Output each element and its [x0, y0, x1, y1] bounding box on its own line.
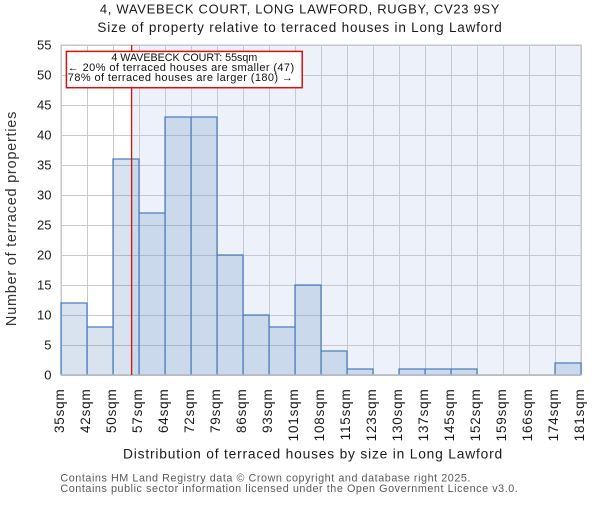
svg-text:35: 35: [37, 157, 51, 172]
svg-text:137sqm: 137sqm: [416, 389, 431, 442]
svg-text:50: 50: [37, 67, 51, 82]
svg-text:86sqm: 86sqm: [234, 389, 249, 434]
svg-text:← 20% of terraced houses are s: ← 20% of terraced houses are smaller (47…: [68, 62, 295, 74]
svg-text:152sqm: 152sqm: [468, 389, 483, 442]
svg-text:55: 55: [37, 37, 51, 52]
svg-text:42sqm: 42sqm: [78, 389, 93, 434]
svg-text:0: 0: [44, 367, 51, 382]
svg-text:50sqm: 50sqm: [104, 389, 119, 434]
svg-text:4 WAVEBECK COURT: 55sqm: 4 WAVEBECK COURT: 55sqm: [111, 52, 257, 64]
svg-text:79sqm: 79sqm: [208, 389, 223, 434]
svg-text:35sqm: 35sqm: [52, 389, 67, 434]
svg-text:40: 40: [37, 127, 51, 142]
svg-text:174sqm: 174sqm: [546, 389, 561, 442]
svg-text:130sqm: 130sqm: [390, 389, 405, 442]
svg-text:159sqm: 159sqm: [494, 389, 509, 442]
svg-text:45: 45: [37, 97, 51, 112]
svg-text:123sqm: 123sqm: [364, 389, 379, 442]
svg-text:64sqm: 64sqm: [156, 389, 171, 434]
svg-text:108sqm: 108sqm: [312, 389, 327, 442]
svg-text:Size of property relative to t: Size of property relative to terraced ho…: [97, 20, 502, 35]
svg-text:115sqm: 115sqm: [338, 389, 353, 441]
svg-text:4, WAVEBECK COURT, LONG LAWFOR: 4, WAVEBECK COURT, LONG LAWFORD, RUGBY, …: [100, 2, 500, 17]
svg-text:20: 20: [37, 247, 51, 262]
svg-text:25: 25: [37, 217, 51, 232]
svg-text:93sqm: 93sqm: [260, 389, 275, 434]
svg-text:10: 10: [37, 307, 51, 322]
svg-text:Distribution of terraced house: Distribution of terraced houses by size …: [123, 447, 503, 462]
svg-text:181sqm: 181sqm: [572, 389, 587, 442]
svg-text:Number of terraced properties: Number of terraced properties: [4, 111, 20, 326]
svg-text:Contains HM Land Registry data: Contains HM Land Registry data © Crown c…: [60, 473, 471, 485]
svg-text:145sqm: 145sqm: [442, 389, 457, 442]
svg-text:Contains public sector informa: Contains public sector information licen…: [60, 483, 518, 495]
svg-text:78% of terraced houses are lar: 78% of terraced houses are larger (180) …: [68, 72, 294, 84]
svg-text:5: 5: [44, 337, 51, 352]
svg-text:57sqm: 57sqm: [130, 389, 145, 434]
svg-text:101sqm: 101sqm: [286, 389, 301, 442]
svg-text:15: 15: [37, 277, 51, 292]
svg-text:72sqm: 72sqm: [182, 389, 197, 434]
svg-text:30: 30: [37, 187, 51, 202]
svg-text:166sqm: 166sqm: [520, 389, 535, 442]
